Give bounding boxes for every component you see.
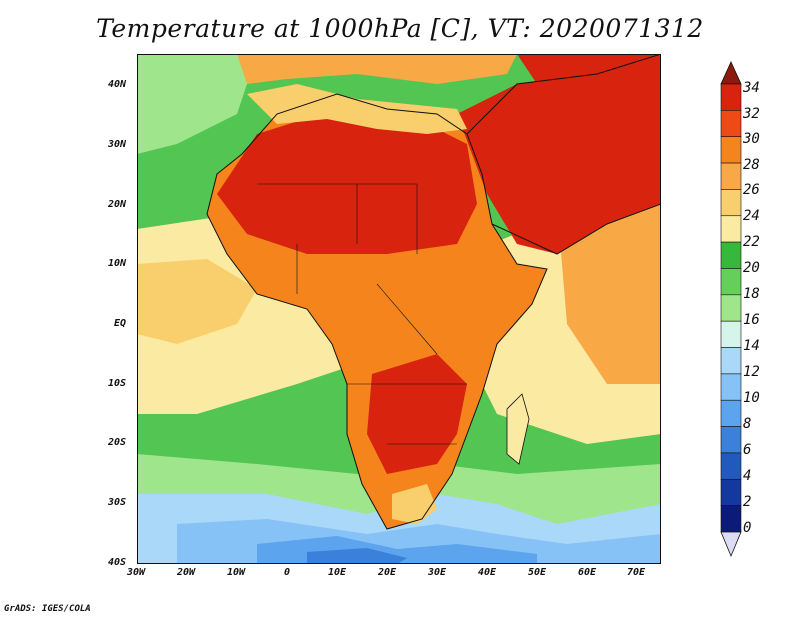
- colorbar-label: 14: [743, 338, 760, 354]
- colorbar-cell: [720, 215, 742, 243]
- middle-east-land: [517, 54, 661, 114]
- lat-label: 20S: [108, 437, 127, 448]
- colorbar-cell: [720, 268, 742, 296]
- colorbar-label: 0: [743, 520, 752, 536]
- lon-label: 10W: [227, 567, 246, 578]
- colorbar-cell: [720, 373, 742, 401]
- temperature-map: [137, 54, 661, 564]
- lon-label: 70E: [627, 567, 646, 578]
- map-title: Temperature at 1000hPa [C], VT: 20200713…: [96, 14, 704, 43]
- map-svg: [137, 54, 661, 564]
- lon-label: 60E: [578, 567, 597, 578]
- lat-label: 30N: [108, 139, 127, 150]
- colorbar-cell: [720, 110, 742, 138]
- madagascar: [506, 393, 530, 465]
- colorbar-cap-top: [720, 61, 742, 85]
- colorbar-label: 28: [743, 157, 760, 173]
- cool-north-atlantic: [137, 54, 257, 154]
- colorbar-cell: [720, 399, 742, 427]
- warm-core-atlantic: [137, 259, 257, 344]
- colorbar-cell: [720, 478, 742, 506]
- lat-label: 30S: [108, 497, 127, 508]
- colorbar-label: 2: [743, 494, 752, 510]
- colorbar-label: 10: [743, 390, 760, 406]
- lon-label: 20E: [378, 567, 397, 578]
- colorbar: [720, 61, 742, 558]
- colorbar-label: 4: [743, 468, 752, 484]
- colorbar-label: 30: [743, 131, 760, 147]
- lat-label: 20N: [108, 199, 127, 210]
- lat-label: 40N: [108, 79, 127, 90]
- mediterranean-sea: [247, 84, 467, 134]
- colorbar-cap-bottom: [720, 531, 742, 558]
- colorbar-cell: [720, 426, 742, 454]
- southern-europe: [237, 54, 517, 84]
- lon-label: 30E: [428, 567, 447, 578]
- colorbar-cell: [720, 162, 742, 190]
- lon-label: 50E: [528, 567, 547, 578]
- sahara-hot-zone: [217, 109, 477, 254]
- cold-core: [307, 548, 407, 564]
- colorbar-label: 24: [743, 208, 760, 224]
- lat-label: 10S: [108, 378, 127, 389]
- colorbar-label: 6: [743, 442, 752, 458]
- arabia-coastline: [466, 54, 661, 255]
- colorbar-cell: [720, 83, 742, 111]
- colorbar-label: 22: [743, 234, 760, 250]
- colorbar-label: 34: [743, 80, 760, 96]
- lat-label: 10N: [108, 258, 127, 269]
- colorbar-label: 12: [743, 364, 760, 380]
- colorbar-cell: [720, 452, 742, 480]
- colorbar-cell: [720, 294, 742, 322]
- colorbar-cell: [720, 320, 742, 348]
- colorbar-cell: [720, 505, 742, 533]
- colorbar-cell: [720, 189, 742, 217]
- map-border: [137, 54, 661, 564]
- lon-label: 20W: [177, 567, 196, 578]
- colorbar-label: 8: [743, 416, 752, 432]
- lon-label: 10E: [328, 567, 347, 578]
- colorbar-label: 26: [743, 182, 760, 198]
- colorbar-cell: [720, 241, 742, 269]
- country-borders: [257, 183, 467, 445]
- lon-label: 40E: [478, 567, 497, 578]
- colorbar-label: 18: [743, 286, 760, 302]
- colorbar-label: 20: [743, 260, 760, 276]
- colorbar-label: 16: [743, 312, 760, 328]
- colorbar-label: 32: [743, 106, 760, 122]
- credit-text: GrADS: IGES/COLA: [4, 604, 91, 614]
- lon-label: 30W: [127, 567, 146, 578]
- colorbar-cell: [720, 347, 742, 375]
- lat-label: 40S: [108, 557, 127, 568]
- colorbar-cell: [720, 136, 742, 164]
- arabia-land: [457, 54, 661, 254]
- lat-label: EQ: [114, 318, 127, 329]
- africa-coastline: [206, 93, 548, 530]
- lon-label: 0: [284, 567, 291, 578]
